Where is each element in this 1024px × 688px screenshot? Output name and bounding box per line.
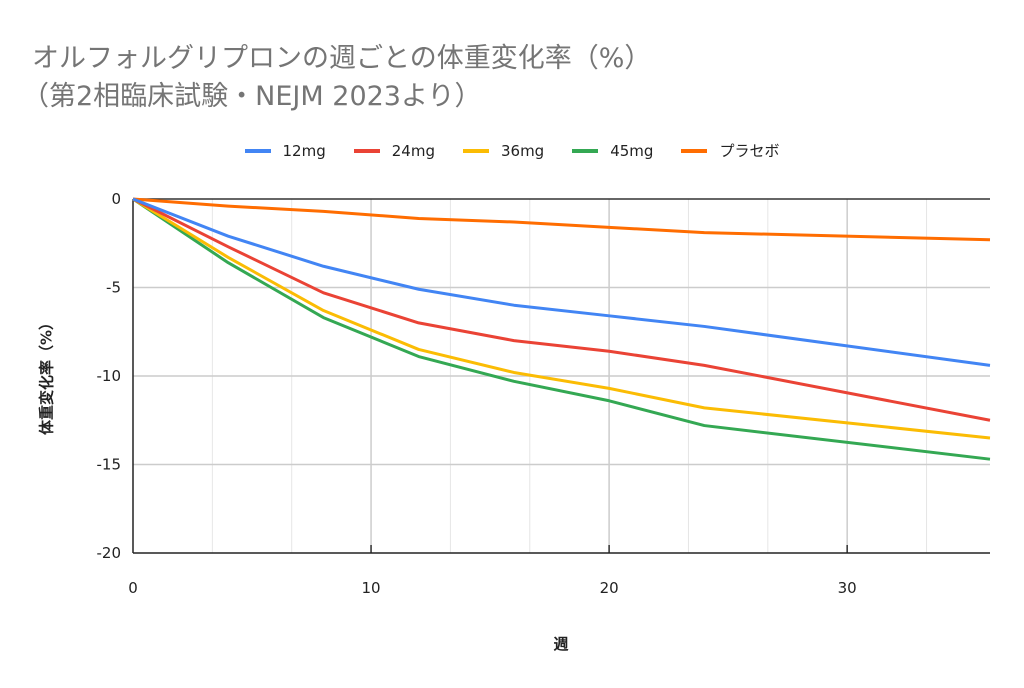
series-line-プラセボ [132, 197, 991, 242]
legend-item[interactable]: 12mg [244, 140, 326, 161]
series-line-45mg [132, 197, 991, 461]
legend-item[interactable]: プラセボ [681, 140, 779, 161]
legend-label: 12mg [282, 141, 326, 160]
legend-label: 45mg [610, 141, 654, 160]
legend-swatch [572, 148, 599, 153]
y-tick-label: -15 [97, 456, 122, 474]
y-tick-label: -5 [106, 279, 121, 297]
legend-label: プラセボ [719, 142, 780, 160]
legend-swatch [681, 148, 708, 153]
legend-swatch [244, 148, 271, 153]
legend-item[interactable]: 24mg [353, 140, 435, 161]
legend-label: 24mg [391, 141, 435, 160]
x-tick-label: 0 [128, 579, 138, 597]
x-axis-label: 週 [553, 635, 569, 653]
y-tick-label: 0 [111, 190, 121, 208]
chart-title: オルフォルグリプロンの週ごとの体重変化率（%） [32, 43, 652, 74]
legend-label: 36mg [500, 141, 545, 160]
x-tick-label: 20 [600, 579, 619, 597]
legend: 12mg 24mg 36mg 45mg プラセボ [0, 140, 1024, 161]
legend-swatch [462, 148, 489, 153]
x-tick-label: 10 [362, 579, 381, 597]
legend-item[interactable]: 45mg [572, 140, 653, 161]
x-tick-label: 30 [838, 579, 857, 597]
y-axis-label: 体重変化率（%） [37, 314, 56, 436]
series-line-24mg [132, 197, 991, 422]
y-tick-label: -20 [97, 544, 122, 562]
series-line-12mg [132, 197, 991, 367]
legend-swatch [353, 148, 380, 153]
series-line-36mg [132, 197, 991, 440]
chart-subtitle: （第2相臨床試験・NEJM 2023より） [22, 81, 482, 112]
y-tick-label: -10 [97, 367, 122, 385]
legend-item[interactable]: 36mg [462, 140, 545, 161]
